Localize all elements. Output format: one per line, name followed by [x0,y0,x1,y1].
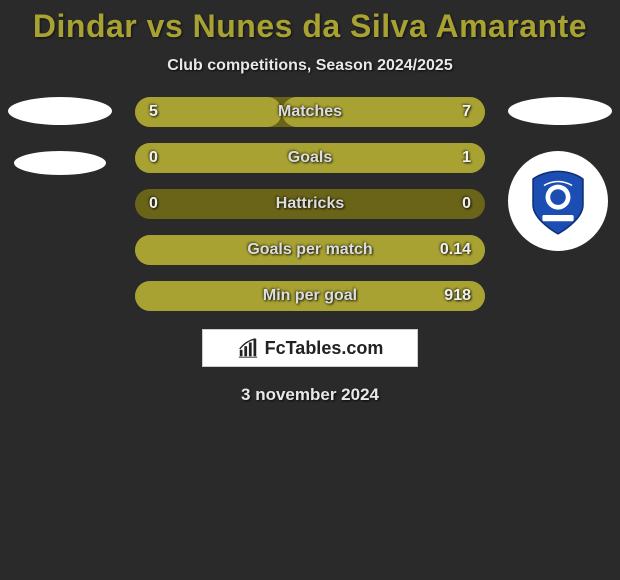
stat-row-matches: 5 Matches 7 [135,97,485,127]
brand-text: FcTables.com [265,338,384,359]
stat-rows: 5 Matches 7 0 Goals 1 0 Hattricks 0 [135,97,485,311]
stat-row-min-per-goal: Min per goal 918 [135,281,485,311]
club-crest-icon [519,162,597,240]
stat-value-right: 1 [462,149,471,167]
comparison-widget: Dindar vs Nunes da Silva Amarante Club c… [0,0,620,580]
stat-label: Goals per match [247,241,372,259]
page-title: Dindar vs Nunes da Silva Amarante [0,0,620,45]
bar-chart-icon [237,337,259,359]
stat-row-hattricks: 0 Hattricks 0 [135,189,485,219]
stat-label: Hattricks [276,195,344,213]
stat-label: Goals [288,149,332,167]
stat-value-right: 7 [462,103,471,121]
date-label: 3 november 2024 [0,385,620,405]
stat-row-goals: 0 Goals 1 [135,143,485,173]
subtitle: Club competitions, Season 2024/2025 [0,57,620,75]
stat-value-left: 0 [149,149,158,167]
stats-area: 5 Matches 7 0 Goals 1 0 Hattricks 0 [0,97,620,311]
stat-label: Matches [278,103,342,121]
avatar-placeholder [14,151,106,175]
stat-value-right: 0 [462,195,471,213]
brand-logo[interactable]: FcTables.com [202,329,418,367]
stat-value-left: 5 [149,103,158,121]
stat-row-goals-per-match: Goals per match 0.14 [135,235,485,265]
stat-value-right: 0.14 [440,241,471,259]
club-badge [508,151,608,251]
left-player-avatars [8,97,112,201]
right-player-avatars [508,97,612,251]
stat-label: Min per goal [263,287,357,305]
stat-value-left: 0 [149,195,158,213]
avatar-placeholder [8,97,112,125]
avatar-placeholder [508,97,612,125]
stat-value-right: 918 [444,287,471,305]
